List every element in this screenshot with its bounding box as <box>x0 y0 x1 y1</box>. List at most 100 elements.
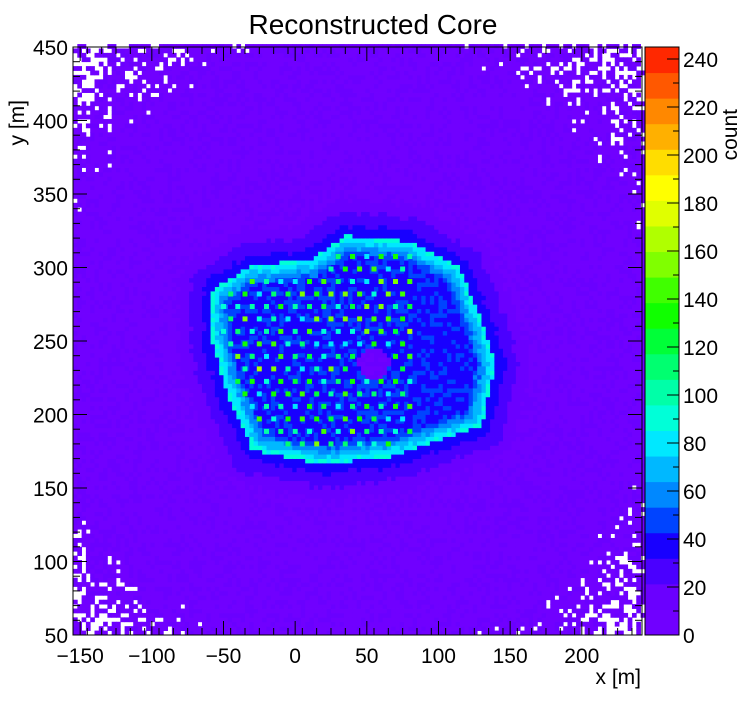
heat-cell <box>107 198 113 204</box>
heat-cell <box>163 343 168 349</box>
heat-cell <box>90 392 95 398</box>
heat-cell <box>141 582 147 587</box>
heat-cell <box>146 520 151 526</box>
heat-cell <box>223 533 229 539</box>
heat-cell <box>124 418 130 424</box>
heat-cell <box>171 79 177 85</box>
heat-cell <box>189 551 194 557</box>
heat-cell <box>158 282 164 288</box>
heat-cell <box>154 260 160 265</box>
heat-cell <box>141 621 147 627</box>
heat-cell <box>124 304 130 310</box>
heat-cell <box>98 348 104 354</box>
heat-cell <box>240 586 246 592</box>
heat-cell <box>167 268 173 274</box>
heat-cell <box>150 304 156 310</box>
heat-cell <box>206 608 211 614</box>
heat-cell <box>214 282 220 288</box>
heat-cell <box>158 127 164 133</box>
heat-cell <box>111 66 117 71</box>
heat-cell <box>94 251 100 257</box>
heat-cell <box>154 136 160 142</box>
heat-cell <box>201 101 207 107</box>
heat-cell <box>116 335 121 340</box>
heat-cell <box>210 88 216 93</box>
heat-cell <box>197 92 203 98</box>
heat-cell <box>98 533 104 539</box>
heat-cell <box>219 273 224 279</box>
heat-cell <box>154 515 160 521</box>
heat-cell <box>197 158 203 164</box>
heat-cell <box>124 198 130 204</box>
heat-cell <box>227 392 233 398</box>
heat-cell <box>90 595 95 601</box>
heat-cell <box>90 383 95 389</box>
heat-cell <box>137 343 143 349</box>
heat-cell <box>189 44 194 49</box>
heat-cell <box>180 44 186 49</box>
heat-cell <box>98 176 104 182</box>
heat-cell <box>154 357 160 362</box>
heat-cell <box>197 405 203 411</box>
heat-cell <box>85 383 91 389</box>
heat-cell <box>154 335 160 340</box>
heat-cell <box>171 520 177 526</box>
heat-cell <box>124 163 130 168</box>
heat-cell <box>193 317 199 323</box>
heat-cell <box>146 498 151 504</box>
heat-cell <box>137 229 143 235</box>
heat-cell <box>98 291 104 296</box>
heat-cell <box>197 229 203 235</box>
heat-cell <box>214 520 220 526</box>
heat-cell <box>210 343 216 349</box>
heat-cell <box>184 48 190 54</box>
heat-cell <box>163 410 168 415</box>
heat-cell <box>201 573 207 579</box>
heat-cell <box>227 246 233 252</box>
heat-cell <box>180 163 186 168</box>
heat-cell <box>193 189 199 195</box>
heat-cell <box>154 410 160 415</box>
heat-cell <box>223 498 229 504</box>
heat-cell <box>201 246 207 252</box>
heat-cell <box>124 185 130 190</box>
heat-cell <box>146 44 151 49</box>
heat-cell <box>137 123 143 129</box>
heat-cell <box>141 423 147 429</box>
heat-cell <box>197 577 203 583</box>
heat-cell <box>94 224 100 230</box>
heat-cell <box>124 564 130 570</box>
heat-cell <box>124 233 130 239</box>
heat-cell <box>150 171 156 177</box>
heat-cell <box>154 542 160 548</box>
heat-cell <box>201 242 207 248</box>
heat-cell <box>137 61 143 67</box>
heat-cell <box>94 352 100 358</box>
heat-cell <box>193 617 199 623</box>
heat-cell <box>210 321 216 327</box>
heat-cell <box>167 396 173 402</box>
heat-cell <box>197 471 203 477</box>
heat-cell <box>146 577 151 583</box>
heat-cell <box>176 405 181 411</box>
heat-cell <box>193 533 199 539</box>
heat-cell <box>98 119 104 124</box>
heat-cell <box>73 136 78 142</box>
heat-cell <box>116 92 121 98</box>
heat-cell <box>128 330 134 336</box>
heat-cell <box>133 268 138 274</box>
heat-cell <box>197 52 203 58</box>
heat-cell <box>214 163 220 168</box>
heat-cell <box>141 308 147 314</box>
heat-cell <box>73 255 78 261</box>
heat-cell <box>184 88 190 93</box>
heat-cell <box>201 158 207 164</box>
heat-cell <box>73 291 78 296</box>
heat-cell <box>128 211 134 217</box>
heat-cell <box>171 136 177 142</box>
heat-cell <box>133 582 138 587</box>
heat-cell <box>73 299 78 305</box>
heat-cell <box>94 564 100 570</box>
heat-cell <box>81 533 87 539</box>
heat-cell <box>146 604 151 609</box>
